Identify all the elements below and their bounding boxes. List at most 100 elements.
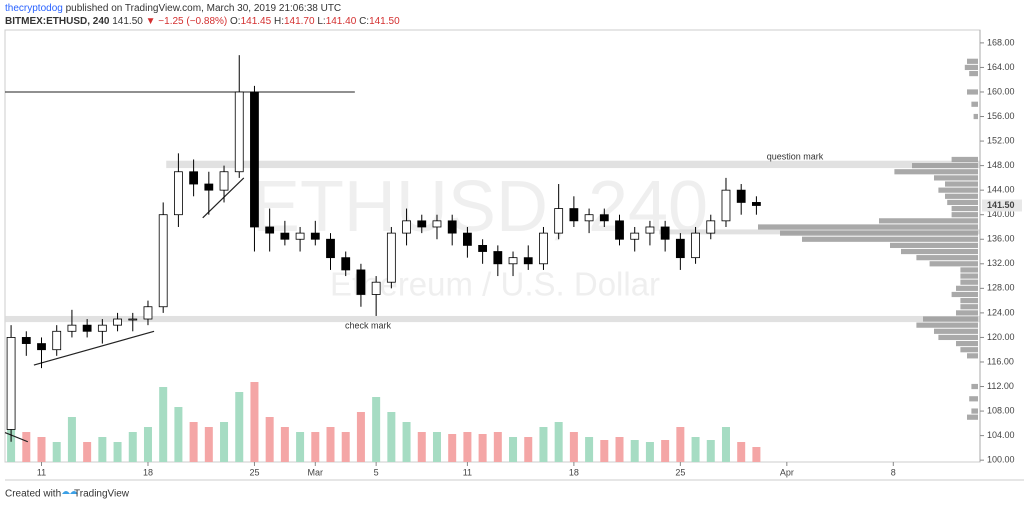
profile-bar [938,334,978,341]
x-tick-label: 18 [569,467,579,477]
volume-bar [554,422,563,462]
volume-bar [265,417,274,462]
volume-bar [691,437,700,462]
candle-body [341,257,351,271]
x-tick-label: 25 [675,467,685,477]
profile-bar [938,187,978,193]
profile-bar [780,230,978,236]
profile-bar [951,205,978,212]
author[interactable]: thecryptodog [5,3,63,14]
y-tick-label: 164.00 [987,62,1015,72]
candle-body [447,220,457,234]
y-tick-label: 156.00 [987,111,1015,121]
candle-body [265,226,275,234]
candle-body [432,220,442,228]
ohlc-value: 141.70 [284,16,315,27]
x-tick-label: 5 [374,467,379,477]
y-tick-label: 160.00 [987,86,1015,96]
volume-bar [52,442,61,462]
volume-bar [524,437,533,462]
profile-bar [971,101,978,107]
profile-bar [934,328,978,334]
profile-bar [967,353,978,359]
candle-body [326,238,335,259]
volume-bar [341,432,350,462]
candle-body [554,208,564,234]
last-price-box [982,199,1022,212]
volume-bar [128,432,137,462]
ohlc-value: 141.45 [241,16,272,27]
volume-bar [372,397,381,462]
y-tick-label: 144.00 [987,185,1015,195]
candle-body [402,220,411,234]
candle-body [417,220,427,228]
candle-body [295,232,305,240]
volume-bar [432,432,441,462]
watermark: ETHUSD, 240 [252,167,708,247]
volume-bar [83,442,92,462]
candle-body [539,232,548,265]
author-line: thecryptodog published on TradingView.co… [5,3,341,14]
candle-body [615,220,624,240]
symbol-line: BITMEX:ETHUSD, 240 141.50 ▼ −1.25 (−0.88… [5,16,400,27]
profile-bar [879,218,978,224]
y-tick-label: 100.00 [987,455,1015,465]
candle-body [128,318,138,321]
profile-bar [969,396,978,402]
candle-body [508,257,518,265]
profile-bar [951,291,978,298]
volume-bar [250,382,259,462]
volume-bar [478,434,487,462]
candle-body [204,183,214,191]
volume-bar [189,422,198,462]
y-tick-label: 124.00 [987,307,1015,317]
candle-body [386,232,396,283]
volume-bar [311,432,320,462]
profile-bar [951,212,978,218]
volume-bar [417,432,426,462]
profile-bar [758,224,978,230]
volume-bar [600,440,609,462]
candle-body [67,324,77,332]
volume-bar [387,412,396,462]
zone [166,160,981,169]
y-tick-label: 116.00 [987,356,1014,366]
candle-body [523,257,533,265]
last: 141.50 [112,16,143,27]
y-tick-label: 132.00 [987,258,1015,268]
trend-line [33,330,155,366]
change: ▼ −1.25 (−0.88%) [146,16,228,27]
x-tick-label: Apr [780,467,794,477]
y-tick-label: 152.00 [987,135,1015,145]
candle-body [234,91,244,173]
y-tick-label: 120.00 [987,332,1015,342]
candle-body [280,232,290,240]
candle-body [37,343,46,351]
profile-bar [956,285,978,291]
volume-bar [235,392,244,462]
footer-brand[interactable]: TradingView [74,489,130,500]
volume-bar [280,427,289,462]
candle-body [721,189,731,222]
candle-body [310,232,320,240]
y-tick-label: 148.00 [987,160,1015,170]
candle-body [250,91,259,228]
y-tick-label: 128.00 [987,283,1015,293]
volume-bar [98,437,107,462]
y-tick-label: 108.00 [987,405,1015,415]
profile-bar [960,267,978,273]
candle-body [158,214,168,308]
profile-bar [967,89,978,95]
volume-bar [493,432,502,462]
candle-body [675,238,685,259]
published: published on TradingView.com, March 30, … [66,3,342,14]
ohlc-key: C: [359,16,369,27]
y-tick-label: 112.00 [987,381,1014,391]
footer-created: Created with [5,489,61,500]
candle-body [219,171,229,191]
candle-body [630,232,640,240]
candle-body [113,318,122,326]
candle-body [736,189,746,203]
profile-bar [901,248,978,255]
volume-bar [721,427,730,462]
